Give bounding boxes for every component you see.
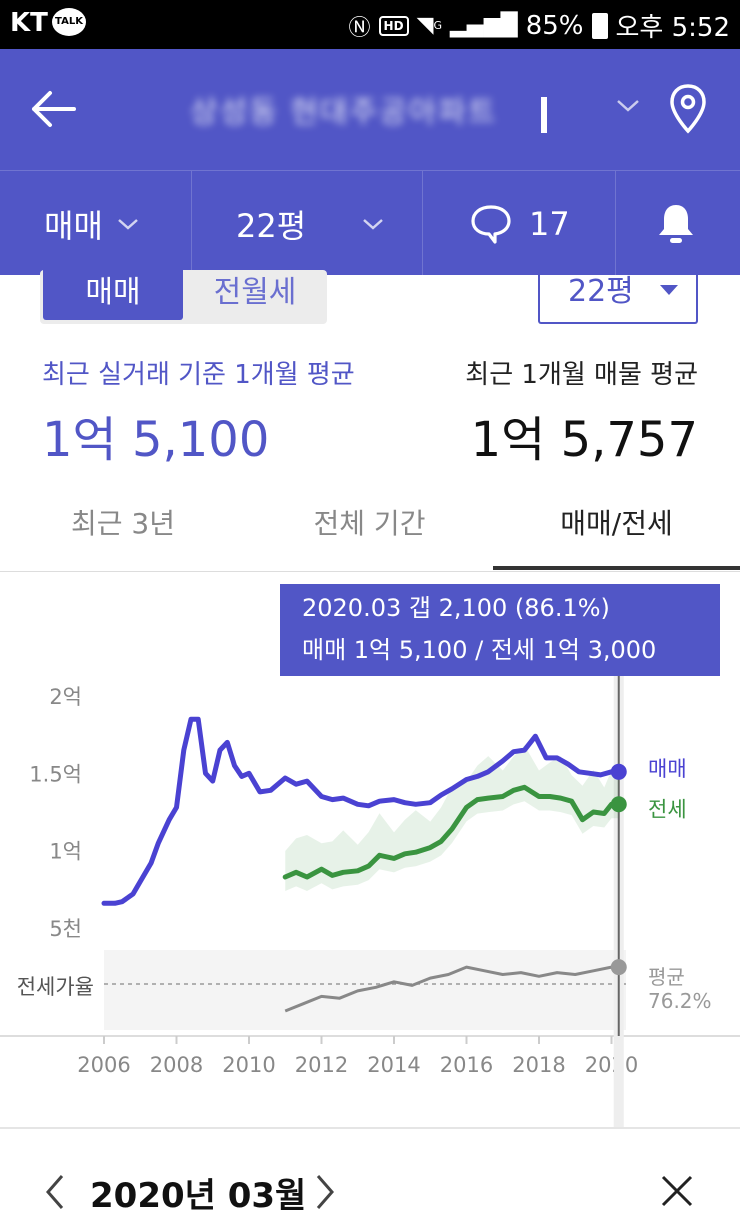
y-tick-label: 5천 xyxy=(49,917,82,941)
recent-trade-value: 1억 5,100 xyxy=(42,412,270,468)
tooltip-box xyxy=(280,584,720,676)
tab-all-period[interactable]: 전체 기간 xyxy=(313,507,426,540)
filter-bar: 매매 22평 17 xyxy=(0,170,740,276)
trade-type-label: 매매 xyxy=(44,206,103,245)
nfc-icon: Ⓝ xyxy=(348,15,371,41)
status-bar: KT TALK Ⓝ HD ◥ G ▂▄▆█ 85% 오후 5:52 xyxy=(0,0,740,49)
ratio-end-point xyxy=(610,959,627,976)
area-label: 22평 xyxy=(236,206,307,245)
x-tick-label: 2020 xyxy=(585,1053,638,1077)
signal-icon: ▂▄▆█ xyxy=(450,13,518,38)
chart-bottom-divider xyxy=(0,1127,740,1129)
caret-down-icon xyxy=(660,285,678,295)
jeonse-range-band xyxy=(285,745,619,891)
back-arrow-icon[interactable] xyxy=(30,89,76,129)
segment-rent[interactable]: 전월세 xyxy=(213,275,297,310)
x-tick-label: 2014 xyxy=(367,1053,420,1077)
battery-percent: 85% xyxy=(525,10,584,41)
hd-voice-icon: HD xyxy=(378,15,409,36)
area-dropdown[interactable]: 22평 xyxy=(192,171,423,276)
jeonse-legend-label: 전세 xyxy=(648,797,687,821)
month-navigator: 2020년 03월 xyxy=(0,1130,740,1229)
tab-sale-rent[interactable]: 매매/전세 xyxy=(493,480,740,570)
notification-button[interactable] xyxy=(616,171,740,276)
chevron-left-icon[interactable] xyxy=(42,1172,68,1212)
ratio-axis-label: 전세가율 xyxy=(17,975,94,999)
segment-sale[interactable]: 매매 xyxy=(43,270,183,320)
ratio-line xyxy=(284,965,619,1013)
sale-legend-label: 매매 xyxy=(648,757,687,781)
carrier-label: KT xyxy=(10,8,48,38)
trade-segment: 매매 전월세 xyxy=(40,270,327,324)
bell-icon xyxy=(659,204,693,243)
recent-trade-label: 최근 실거래 기준 1개월 평균 xyxy=(42,360,355,390)
comments-button[interactable]: 17 xyxy=(423,171,616,276)
sale-end-point xyxy=(610,763,627,780)
tab-recent-3y[interactable]: 최근 3년 xyxy=(71,507,175,540)
y-tick-label: 1억 xyxy=(49,840,82,864)
x-tick-label: 2006 xyxy=(77,1053,130,1077)
chevron-down-icon xyxy=(118,218,138,230)
y-tick-label: 2억 xyxy=(49,685,82,709)
map-pin-icon[interactable] xyxy=(668,83,708,135)
wifi-icon: ◥ xyxy=(416,13,434,38)
complex-title[interactable]: 상성동 현대주공아파트 xyxy=(190,95,498,130)
chevron-right-icon[interactable] xyxy=(312,1172,338,1212)
x-tick-label: 2008 xyxy=(150,1053,203,1077)
speech-bubble-icon xyxy=(471,204,511,244)
tooltip-price-text: 매매 1억 5,100 / 전세 1억 3,000 xyxy=(302,636,656,664)
app-header: 상성동 현대주공아파트 xyxy=(0,49,740,170)
clock: 오후 5:52 xyxy=(615,13,731,43)
tooltip-gap-text: 2020.03 갭 2,100 (86.1%) xyxy=(302,594,610,622)
ratio-legend-value: 76.2% xyxy=(648,989,712,1013)
network-type-label: G xyxy=(433,19,443,32)
tabs-divider xyxy=(0,571,740,572)
ratio-legend-label: 평균 xyxy=(648,965,685,989)
battery-icon xyxy=(591,12,608,39)
kakaotalk-icon: TALK xyxy=(52,8,86,36)
period-tabs: 최근 3년 전체 기간 매매/전세 xyxy=(0,480,740,570)
jeonse-price-line xyxy=(282,784,622,880)
area-select-label: 22평 xyxy=(568,274,634,309)
sale-price-line xyxy=(101,716,622,906)
close-icon[interactable] xyxy=(660,1174,694,1208)
area-select[interactable]: 22평 xyxy=(538,268,698,324)
jeonse-end-point xyxy=(610,796,627,813)
x-tick-label: 2012 xyxy=(295,1053,348,1077)
x-tick-label: 2016 xyxy=(440,1053,493,1077)
trade-type-dropdown[interactable]: 매매 xyxy=(0,171,192,276)
x-tick-label: 2018 xyxy=(512,1053,565,1077)
chevron-down-icon[interactable] xyxy=(614,95,642,115)
selected-month: 2020년 03월 xyxy=(90,1176,307,1216)
comment-count: 17 xyxy=(529,204,570,243)
x-tick-label: 2010 xyxy=(222,1053,275,1077)
title-caret xyxy=(541,97,547,133)
chevron-down-icon xyxy=(363,218,384,230)
listing-average-label: 최근 1개월 매물 평균 xyxy=(465,360,698,390)
listing-average-value: 1억 5,757 xyxy=(470,412,698,468)
y-tick-label: 1.5억 xyxy=(29,762,82,786)
